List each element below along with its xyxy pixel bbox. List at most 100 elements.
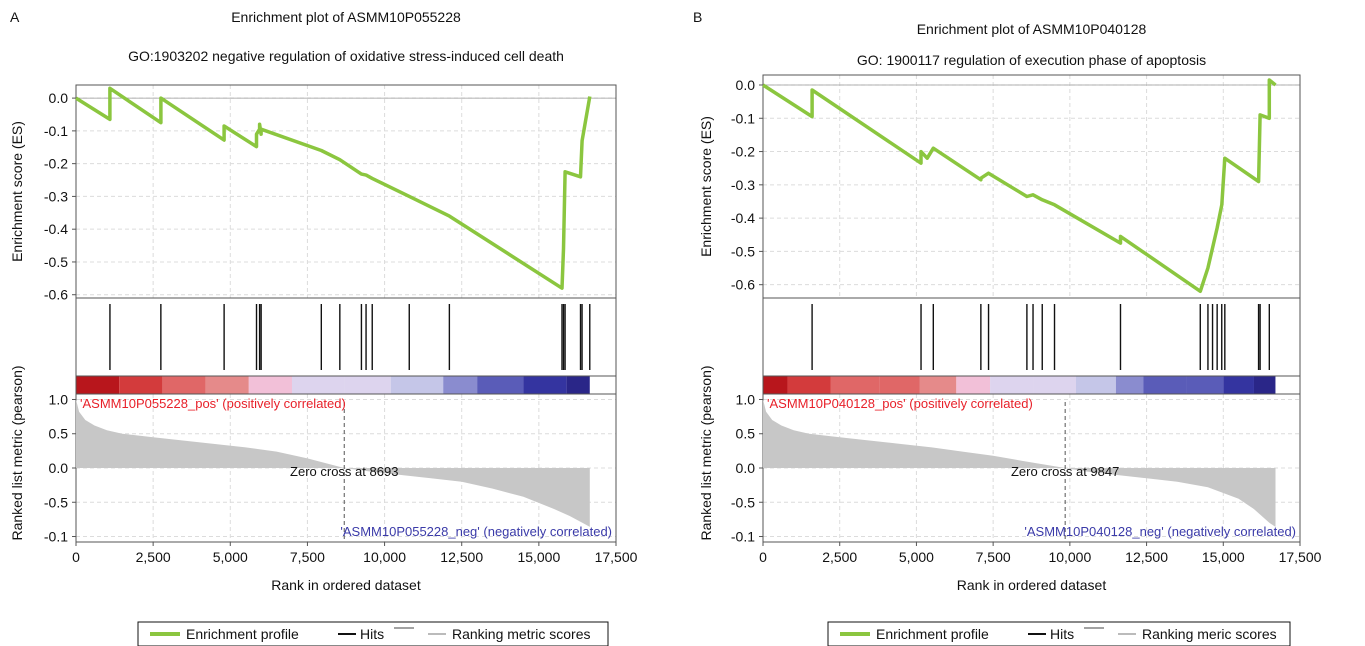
metric-tick-label: -0.1 (44, 529, 68, 545)
heatmap-segment (119, 376, 163, 394)
heatmap-segment (990, 376, 1034, 394)
es-tick-label: -0.3 (44, 188, 68, 204)
heatmap-segment (443, 376, 478, 394)
legend-hits-label: Hits (360, 626, 384, 642)
ranking-metric-area (76, 399, 590, 527)
heatmap-segment (919, 376, 957, 394)
heatmap-segment (76, 376, 120, 394)
x-tick-label: 12,500 (440, 549, 483, 565)
x-tick-label: 7,500 (290, 549, 325, 565)
x-tick-label: 2,500 (822, 549, 857, 565)
x-axis-label: Rank in ordered dataset (271, 577, 421, 593)
chart-title: Enrichment plot of ASMM10P055228 (231, 9, 461, 25)
heatmap-segment (1223, 376, 1254, 394)
heatmap-segment (956, 376, 991, 394)
heatmap-segment (390, 376, 444, 394)
legend-metric-label: Ranking metric scores (452, 626, 591, 642)
heatmap-segment (787, 376, 831, 394)
heatmap-frame (762, 375, 1301, 395)
panel-letter: B (693, 9, 702, 25)
legend-box (827, 621, 1291, 646)
metric-tick-label: 0.5 (49, 426, 69, 442)
legend-profile-label: Enrichment profile (876, 626, 989, 642)
legend-metric-label: Ranking meric scores (1142, 626, 1277, 642)
neg-label: 'ASMM10P040128_neg' (negatively correlat… (1024, 524, 1296, 539)
es-tick-label: -0.6 (44, 287, 68, 303)
enrichment-profile-line (762, 78, 1277, 294)
heatmap-segment (292, 376, 345, 394)
chart-subtitle: GO:1903202 negative regulation of oxidat… (128, 48, 564, 64)
x-tick-label: 0 (72, 549, 80, 565)
es-axis-label: Enrichment score (ES) (698, 116, 714, 257)
heatmap-segment (1075, 376, 1116, 394)
x-tick-label: 15,000 (1202, 549, 1245, 565)
metric-tick-label: -0.5 (731, 494, 755, 510)
heatmap-segment (566, 376, 590, 394)
enrichment-chart-b: B Enrichment plot of ASMM10P040128 GO: 190… (693, 9, 1322, 646)
heatmap-segment (879, 376, 920, 394)
zero-cross-label: Zero cross at 9847 (1011, 464, 1119, 479)
enrichment-profile-line (75, 86, 592, 290)
legend-profile-label: Enrichment profile (186, 626, 299, 642)
heatmap-segment (1186, 376, 1224, 394)
heatmap-frame (75, 375, 617, 395)
enrichment-panel-a: A Enrichment plot of ASMM10P055228 GO:1903… (0, 0, 682, 646)
x-tick-label: 0 (759, 549, 767, 565)
hits-group (811, 304, 1271, 370)
heatmap-segment (1115, 376, 1144, 394)
heatmap-bar (76, 376, 590, 394)
es-tick-label: -0.1 (731, 110, 755, 126)
hits-frame (75, 297, 617, 377)
x-tick-label: 7,500 (976, 549, 1011, 565)
zero-cross-label: Zero cross at 8693 (290, 464, 398, 479)
heatmap-segment (523, 376, 567, 394)
heatmap-segment (1033, 376, 1076, 394)
panel-letter: A (10, 9, 20, 25)
enrichment-panel-b: B Enrichment plot of ASMM10P040128 GO: 190… (683, 0, 1365, 646)
es-plot-frame (75, 84, 617, 299)
x-tick-label: 10,000 (363, 549, 406, 565)
chart-subtitle: GO: 1900117 regulation of execution phas… (857, 52, 1206, 68)
x-tick-label: 17,500 (1279, 549, 1322, 565)
es-tick-label: -0.5 (44, 254, 68, 270)
pos-label: 'ASMM10P040128_pos' (positively correlat… (767, 396, 1033, 411)
heatmap-segment (763, 376, 788, 394)
es-tick-label: -0.2 (731, 144, 755, 160)
ranking-metric-area (763, 399, 1276, 527)
es-tick-label: -0.2 (44, 156, 68, 172)
heatmap-segment (477, 376, 524, 394)
heatmap-segment (162, 376, 206, 394)
metric-tick-label: 0.0 (736, 460, 756, 476)
metric-tick-label: 1.0 (736, 391, 756, 407)
es-axis-label: Enrichment score (ES) (9, 121, 25, 262)
heatmap-segment (248, 376, 292, 394)
heatmap-segment (830, 376, 880, 394)
pos-label: 'ASMM10P055228_pos' (positively correlat… (80, 396, 346, 411)
chart-title: Enrichment plot of ASMM10P040128 (917, 21, 1147, 37)
heatmap-segment (205, 376, 249, 394)
legend-hits-label: Hits (1050, 626, 1074, 642)
hits-frame (762, 297, 1301, 377)
es-tick-label: 0.0 (49, 90, 69, 106)
es-tick-label: -0.6 (731, 277, 755, 293)
metric-tick-label: -0.5 (44, 494, 68, 510)
metric-axis-label: Ranked list metric (pearson) (9, 365, 25, 540)
enrichment-chart-a: A Enrichment plot of ASMM10P055228 GO:1903… (9, 9, 638, 646)
x-tick-label: 5,000 (899, 549, 934, 565)
x-tick-label: 12,500 (1125, 549, 1168, 565)
legend: Enrichment profile Hits Ranking metric sco… (137, 621, 609, 646)
metric-axis-label: Ranked list metric (pearson) (698, 365, 714, 540)
es-tick-label: 0.0 (736, 77, 756, 93)
metric-tick-label: 0.0 (49, 460, 69, 476)
es-tick-label: -0.4 (731, 210, 755, 226)
heatmap-segment (1253, 376, 1276, 394)
es-tick-label: -0.1 (44, 123, 68, 139)
heatmap-segment (344, 376, 391, 394)
legend: Enrichment profile Hits Ranking meric scor… (827, 621, 1291, 646)
x-tick-label: 17,500 (595, 549, 638, 565)
es-plot-frame (762, 74, 1301, 299)
heatmap-segment (1143, 376, 1187, 394)
x-tick-label: 15,000 (517, 549, 560, 565)
x-axis-label: Rank in ordered dataset (957, 577, 1107, 593)
metric-tick-label: 1.0 (49, 391, 69, 407)
